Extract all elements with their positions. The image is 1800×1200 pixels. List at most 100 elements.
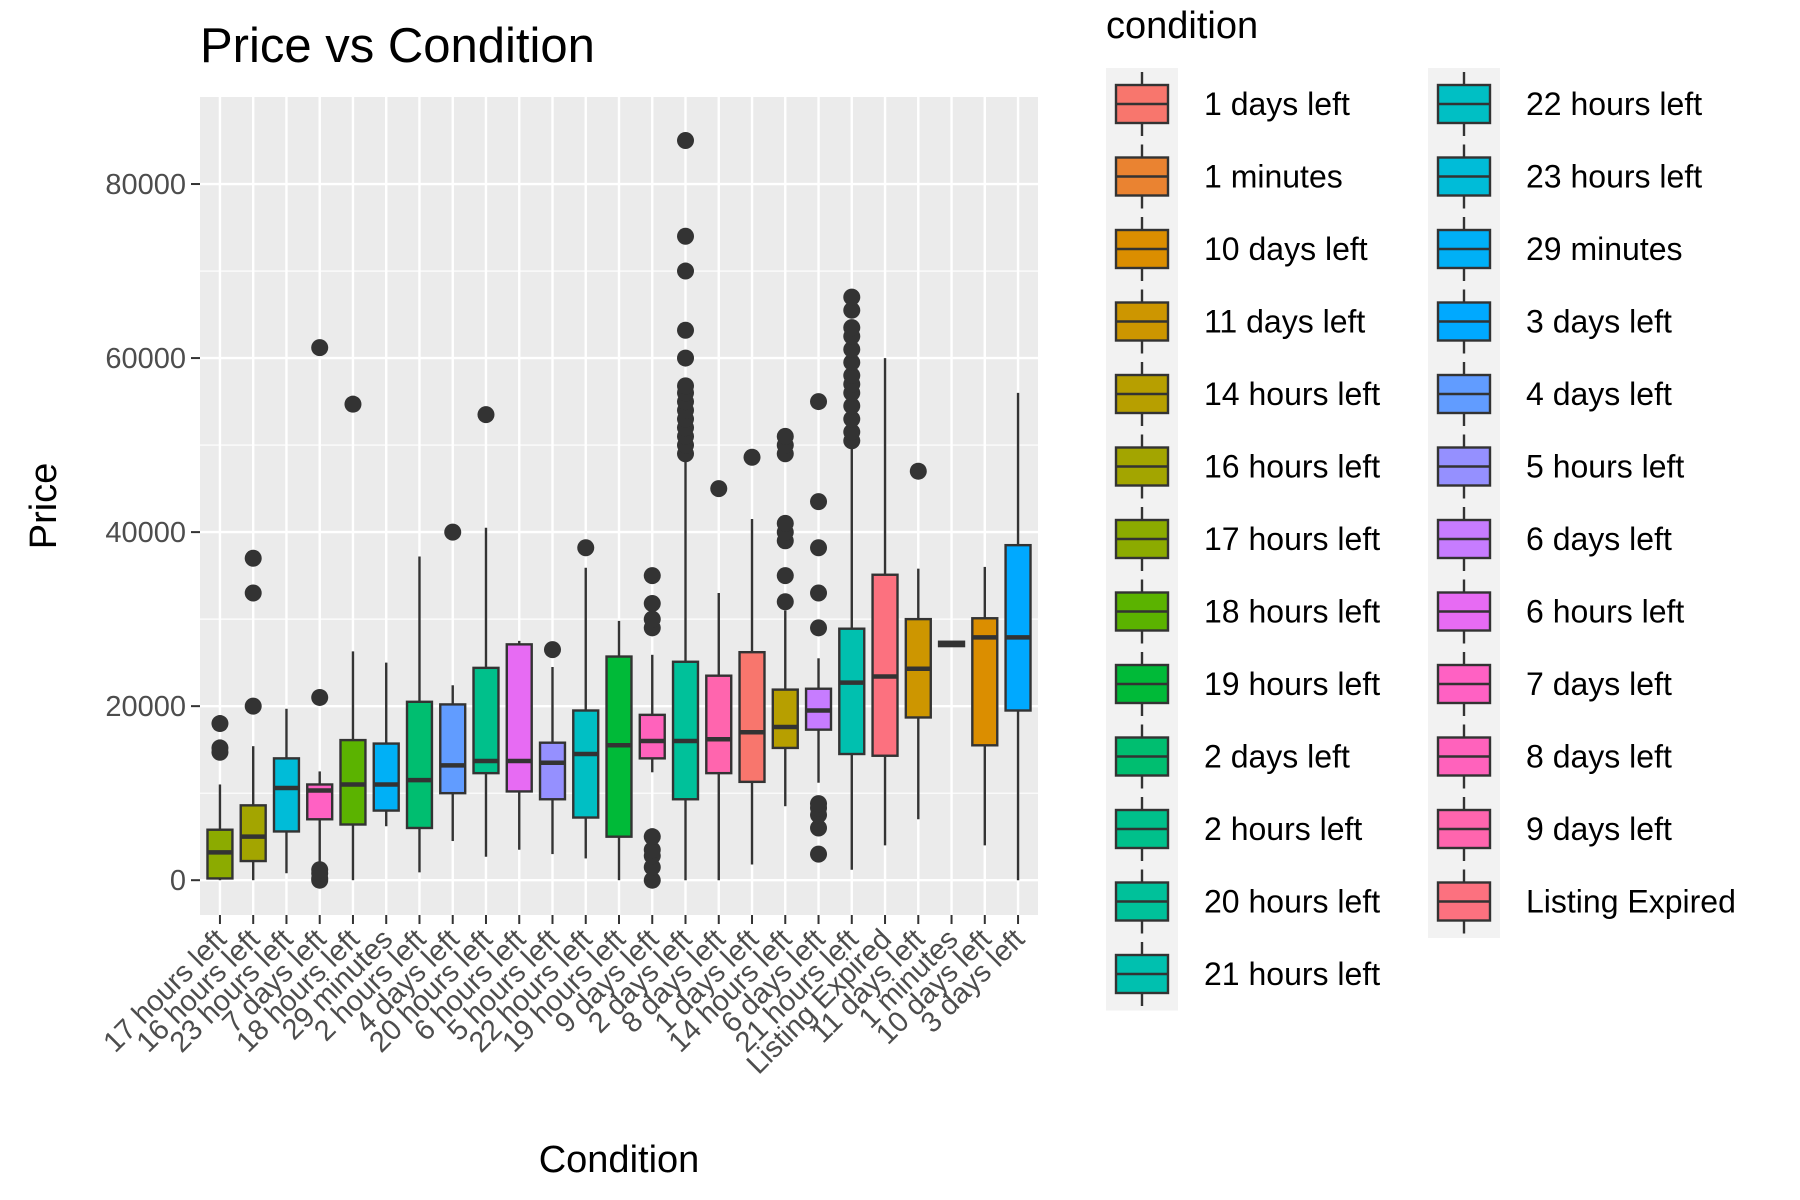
outlier-point [244,697,262,715]
legend-item: 3 days left [1436,289,1672,354]
box-19 [838,288,866,870]
legend-item: 1 days left [1114,72,1350,136]
legend-label: 14 hours left [1204,376,1380,412]
box-iqr [272,757,301,833]
box-iqr [572,709,600,819]
legend-item: 1 minutes [1114,144,1343,209]
box-iqr [239,804,267,863]
legend-item: 4 days left [1436,362,1672,426]
legend-item: 19 hours left [1114,652,1380,716]
legend-item: 20 hours left [1114,869,1380,934]
outlier-point [776,567,794,585]
legend-item: 16 hours left [1114,434,1380,499]
legend-label: 23 hours left [1526,159,1702,195]
outlier-point [344,395,362,413]
box-iqr [1004,543,1032,712]
outlier-point [577,539,595,557]
outlier-point [810,393,828,411]
box-12 [605,620,633,881]
y-tick-label: 0 [170,865,186,897]
y-tick-label: 40000 [105,517,186,549]
legend-item: 23 hours left [1436,144,1702,209]
box-18 [804,393,833,863]
outlier-point [677,349,695,367]
outlier-point [843,340,861,358]
legend-label: 16 hours left [1204,449,1380,485]
box-4 [339,395,367,881]
box-iqr [871,573,899,757]
box-3 [306,339,334,889]
outlier-point [810,619,828,637]
box-17 [771,427,799,807]
box-16 [738,448,766,865]
legend-item: 2 hours left [1114,797,1362,861]
box-iqr [439,703,467,795]
legend-label: 2 days left [1204,739,1350,775]
box-iqr [671,660,700,801]
box-iqr [838,627,866,756]
box-iqr [538,741,567,801]
box-iqr [638,713,666,760]
outlier-point [643,567,661,585]
y-axis: 0 20000 40000 60000 80000 [105,169,200,897]
outlier-point [211,715,229,733]
y-axis-title: Price [23,463,65,550]
outlier-point [909,462,927,480]
outlier-point [311,339,329,357]
box-21 [904,462,932,820]
box-14 [671,132,700,881]
legend-item: Listing Expired [1436,869,1736,934]
legend-item: 9 days left [1436,797,1672,861]
outlier-point [810,819,828,837]
outlier-point [244,549,262,567]
outlier-point [843,397,861,415]
legend-label: 11 days left [1204,304,1365,340]
outlier-point [776,427,794,445]
outlier-point [743,448,761,466]
box-iqr [771,688,799,750]
box-11 [572,539,600,859]
outlier-point [677,377,695,395]
outlier-point [244,584,262,602]
box-8 [472,406,500,857]
legend-label: 9 days left [1526,811,1672,847]
chart-title: Price vs Condition [200,19,595,73]
legend-item: 10 days left [1114,217,1368,281]
outlier-point [677,227,695,245]
box-0 [206,715,234,881]
box-10 [538,641,567,855]
outlier-point [643,871,661,889]
x-axis-title: Condition [539,1139,700,1181]
y-tick-label: 80000 [105,169,186,201]
legend-label: 10 days left [1204,231,1368,267]
box-23 [971,566,999,846]
outlier-point [677,132,695,150]
outlier-point [843,410,861,428]
legend-item: 2 days left [1114,724,1350,789]
legend-label: 1 minutes [1204,159,1343,195]
outlier-point [843,288,861,306]
box-9 [505,640,533,850]
box-1 [239,549,267,881]
box-5 [372,662,400,827]
outlier-point [810,584,828,602]
box-iqr [505,643,533,793]
legend-item: 29 minutes [1436,217,1683,281]
outlier-point [843,423,861,441]
legend-label: 6 hours left [1526,594,1684,630]
legend-label: 6 days left [1526,521,1672,557]
box-13 [638,567,666,889]
y-tick-label: 20000 [105,691,186,723]
legend-label: 5 hours left [1526,449,1684,485]
legend-item: 8 days left [1436,724,1672,789]
box-15 [705,480,733,881]
y-tick-label: 60000 [105,343,186,375]
outlier-point [677,321,695,339]
box-20 [871,358,899,846]
box-iqr [372,742,400,812]
legend-label: 3 days left [1526,304,1672,340]
legend-label: 22 hours left [1526,86,1702,122]
outlier-point [643,594,661,612]
